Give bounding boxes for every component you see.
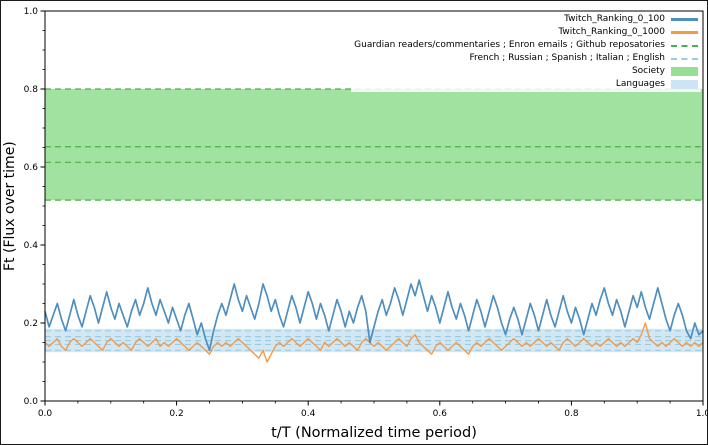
legend-item: Languages — [354, 79, 698, 90]
legend-item: French ; Russian ; Spanish ; Italian ; E… — [354, 53, 698, 64]
legend-swatch-dashed-line — [671, 44, 698, 47]
band-languages — [45, 328, 703, 353]
legend-label: Society — [631, 66, 665, 76]
x-axis-label: t/T (Normalized time period) — [271, 425, 477, 441]
legend-swatch-dashed-line — [671, 57, 698, 60]
legend-swatch-line — [671, 31, 698, 34]
legend-label: Twitch_Ranking_0_100 — [564, 14, 665, 24]
y-axis-label: Ft (Flux over time) — [2, 141, 18, 271]
x-tick-label: 0.2 — [169, 409, 183, 419]
y-tick-label: 0.8 — [24, 85, 39, 95]
series-line-Twitch_Ranking_0_1000 — [44, 322, 704, 363]
x-tick-label: 0.0 — [38, 409, 53, 419]
y-tick-label: 0.2 — [24, 319, 38, 329]
legend-label: Twitch_Ranking_0_1000 — [558, 27, 665, 37]
x-tick-label: 0.6 — [433, 409, 448, 419]
legend-item: Society — [354, 66, 698, 77]
legend-label: French ; Russian ; Spanish ; Italian ; E… — [469, 53, 665, 63]
legend: Twitch_Ranking_0_100 Twitch_Ranking_0_100… — [351, 12, 701, 92]
band-society — [45, 89, 703, 201]
legend-item: Twitch_Ranking_0_100 — [354, 14, 698, 25]
legend-item: Guardian readers/commentaries ; Enron em… — [354, 40, 698, 51]
legend-item: Twitch_Ranking_0_1000 — [354, 27, 698, 38]
y-tick-label: 0.0 — [24, 397, 39, 407]
x-tick-label: 1.0 — [696, 409, 708, 419]
x-tick-label: 0.8 — [564, 409, 579, 419]
y-tick-label: 0.6 — [24, 163, 39, 173]
legend-swatch-patch — [671, 80, 698, 89]
x-tick-label: 0.4 — [301, 409, 316, 419]
legend-label: Guardian readers/commentaries ; Enron em… — [354, 40, 665, 50]
y-tick-label: 0.4 — [24, 241, 39, 251]
legend-swatch-line — [671, 18, 698, 21]
legend-label: Languages — [615, 79, 665, 89]
series-line-Twitch_Ranking_0_100 — [44, 279, 704, 352]
legend-swatch-patch — [671, 67, 698, 76]
y-tick-label: 1.0 — [24, 7, 39, 17]
